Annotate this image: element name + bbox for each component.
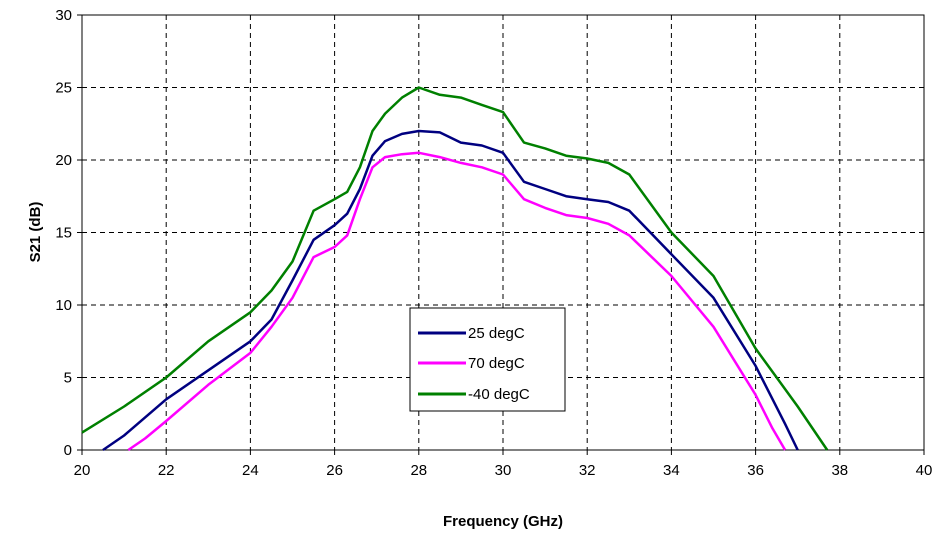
x-tick-label: 36 bbox=[747, 462, 764, 479]
y-tick-labels: 0 5 10 15 20 25 30 bbox=[55, 7, 72, 459]
x-axis-title: Frequency (GHz) bbox=[443, 513, 563, 530]
y-tick-label: 30 bbox=[55, 7, 72, 24]
x-tick-label: 20 bbox=[74, 462, 91, 479]
series-line-3 bbox=[81, 86, 829, 451]
legend-label-3: -40 degC bbox=[468, 386, 530, 403]
legend-box bbox=[409, 307, 566, 412]
x-tick-label: 38 bbox=[831, 462, 848, 479]
x-tick-label: 30 bbox=[495, 462, 512, 479]
y-tick-label: 5 bbox=[64, 370, 72, 387]
y-tick-label: 25 bbox=[55, 80, 72, 97]
legend: 25 degC 70 degC -40 degC bbox=[409, 307, 566, 412]
x-tick-label: 28 bbox=[410, 462, 427, 479]
x-tick-label: 26 bbox=[326, 462, 343, 479]
y-tick-label: 10 bbox=[55, 297, 72, 314]
series-layer bbox=[81, 86, 829, 452]
y-axis-title: S21 (dB) bbox=[27, 202, 44, 263]
x-tick-label: 32 bbox=[579, 462, 596, 479]
x-tick-label: 40 bbox=[916, 462, 933, 479]
x-tick-label: 22 bbox=[158, 462, 175, 479]
series-line-2 bbox=[127, 151, 787, 452]
y-tick-label: 20 bbox=[55, 152, 72, 169]
y-tick-label: 0 bbox=[64, 442, 72, 459]
series-line-1 bbox=[102, 129, 799, 452]
y-tick-label: 15 bbox=[55, 225, 72, 242]
x-tick-label: 24 bbox=[242, 462, 259, 479]
x-tick-labels: 20 22 24 26 28 30 32 34 36 38 40 bbox=[74, 462, 933, 479]
x-tick-label: 34 bbox=[663, 462, 680, 479]
legend-label-1: 25 degC bbox=[468, 325, 525, 342]
legend-label-2: 70 degC bbox=[468, 355, 525, 372]
grid-lines bbox=[77, 14, 925, 455]
